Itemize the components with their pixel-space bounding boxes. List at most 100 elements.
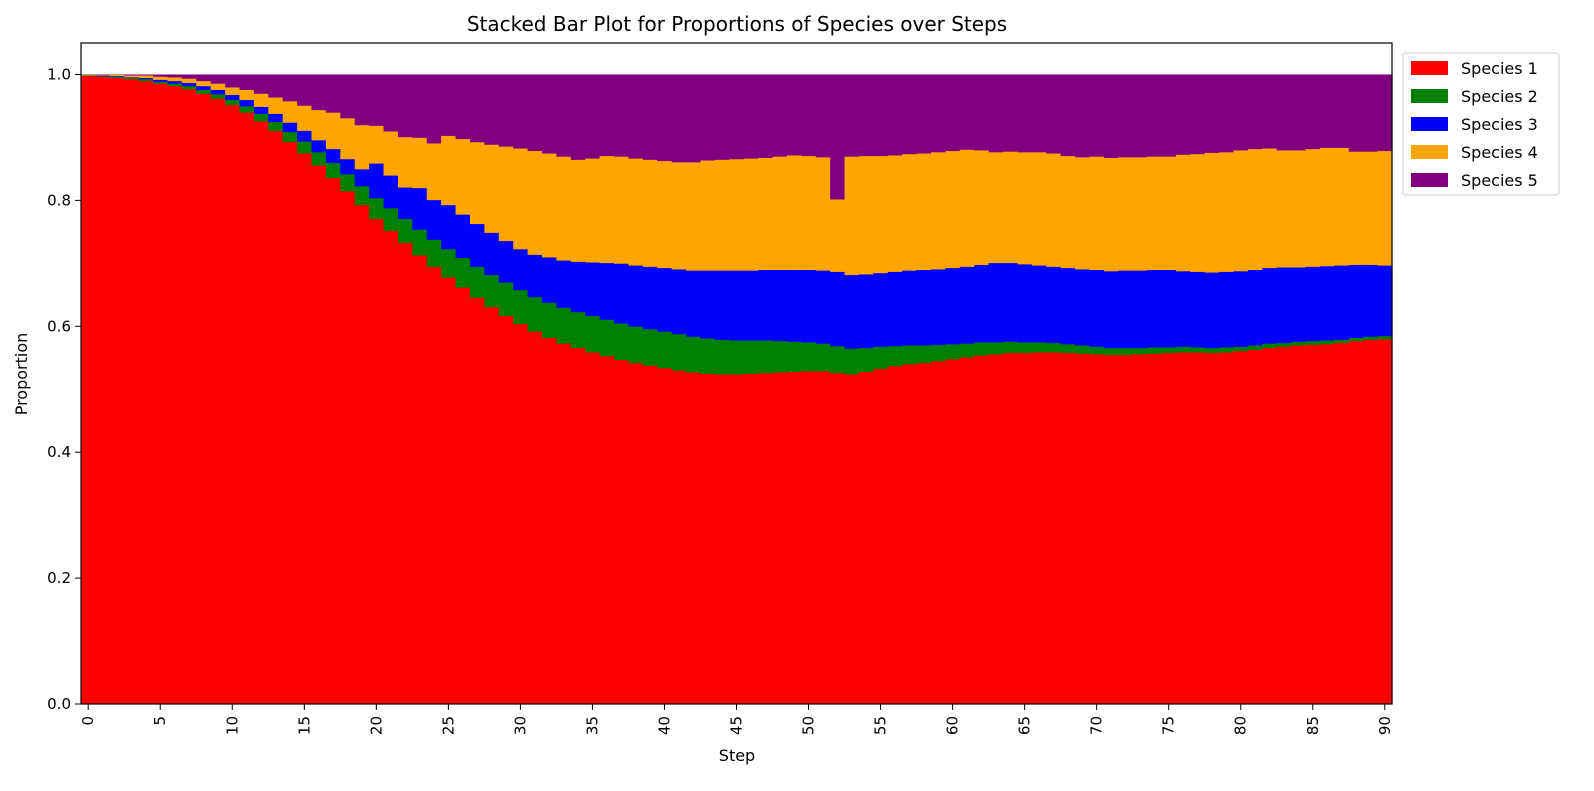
- bar-series-4-step-34: [570, 159, 586, 262]
- bar-series-3-step-51: [815, 270, 831, 344]
- bar-series-5-step-56: [887, 74, 903, 156]
- bar-series-2-step-45: [729, 340, 745, 375]
- bar-series-2-step-81: [1247, 345, 1263, 350]
- x-tick-label: 5: [151, 716, 169, 726]
- bar-series-1-step-76: [1175, 352, 1191, 705]
- bar-series-5-step-80: [1233, 74, 1249, 151]
- bar-series-1-step-65: [1017, 352, 1033, 705]
- bar-series-4-step-51: [815, 156, 831, 271]
- bar-series-2-step-53: [844, 348, 860, 375]
- bar-series-1-step-83: [1276, 346, 1292, 705]
- bar-series-1-step-27: [469, 297, 485, 705]
- bars-group: [81, 74, 1393, 705]
- bar-series-5-step-37: [614, 74, 630, 157]
- bar-series-2-step-20: [369, 197, 385, 220]
- bar-series-1-step-85: [1305, 344, 1321, 705]
- bar-series-2-step-62: [974, 342, 990, 356]
- bar-series-2-step-82: [1262, 343, 1278, 349]
- bar-series-2-step-47: [758, 340, 774, 374]
- bar-series-5-step-72: [1118, 74, 1134, 158]
- bar-series-4-step-10: [225, 87, 241, 96]
- bar-series-2-step-56: [887, 345, 903, 367]
- bar-series-4-step-30: [513, 148, 529, 250]
- bar-series-3-step-69: [1075, 269, 1091, 346]
- bar-series-4-step-39: [642, 159, 658, 267]
- bar-series-4-step-7: [181, 78, 197, 84]
- bar-series-5-step-61: [959, 74, 975, 150]
- bar-series-4-step-48: [772, 156, 788, 271]
- bar-series-5-step-9: [210, 74, 226, 84]
- bar-series-3-step-29: [498, 240, 514, 283]
- bar-series-2-step-8: [196, 89, 212, 94]
- bar-series-3-step-89: [1363, 264, 1379, 337]
- bar-series-1-step-34: [570, 347, 586, 705]
- bar-series-2-step-31: [527, 296, 543, 332]
- bar-series-5-step-66: [1031, 74, 1047, 153]
- bar-series-5-step-83: [1276, 74, 1292, 151]
- bar-series-1-step-49: [786, 371, 802, 705]
- bar-series-5-step-6: [167, 74, 183, 78]
- bar-series-1-step-66: [1031, 352, 1047, 705]
- bar-series-3-step-53: [844, 274, 860, 349]
- bar-series-5-step-5: [153, 74, 169, 77]
- legend-label-species-1: Species 1: [1461, 59, 1538, 78]
- bar-series-1-step-64: [1003, 352, 1019, 705]
- y-axis-label: Proportion: [12, 333, 31, 416]
- chart-title: Stacked Bar Plot for Proportions of Spec…: [467, 12, 1007, 36]
- bar-series-3-step-74: [1147, 269, 1163, 348]
- bar-series-2-step-67: [1046, 342, 1062, 353]
- bar-series-3-step-82: [1262, 267, 1278, 344]
- bar-series-2-step-66: [1031, 342, 1047, 353]
- bar-series-2-step-7: [181, 85, 197, 90]
- bar-series-2-step-43: [700, 338, 716, 374]
- bar-series-5-step-36: [599, 74, 615, 157]
- bar-series-2-step-26: [455, 257, 471, 288]
- bar-series-5-step-19: [354, 74, 370, 126]
- bar-series-3-step-50: [801, 269, 817, 343]
- bar-series-1-step-36: [599, 355, 615, 705]
- bar-series-2-step-80: [1233, 346, 1249, 352]
- bar-series-3-step-38: [628, 265, 644, 327]
- bar-series-4-step-46: [743, 158, 759, 271]
- bar-series-1-step-31: [527, 331, 543, 705]
- bar-series-5-step-53: [844, 74, 860, 157]
- bar-series-1-step-79: [1219, 352, 1235, 705]
- bar-series-3-step-58: [916, 269, 932, 346]
- bar-series-2-step-79: [1219, 347, 1235, 353]
- bar-series-5-step-86: [1319, 74, 1335, 148]
- bar-series-4-step-11: [239, 89, 255, 101]
- bar-series-3-step-80: [1233, 270, 1249, 347]
- bar-series-5-step-35: [585, 74, 601, 159]
- bar-series-5-step-27: [469, 74, 485, 143]
- bar-series-1-step-19: [354, 204, 370, 705]
- bar-series-4-step-68: [1060, 155, 1076, 269]
- bar-series-1-step-58: [916, 362, 932, 705]
- bar-series-3-step-6: [167, 80, 183, 84]
- bar-series-1-step-40: [657, 367, 673, 705]
- bar-series-2-step-64: [1003, 341, 1019, 354]
- bar-series-3-step-2: [109, 75, 125, 77]
- bar-series-3-step-61: [959, 266, 975, 344]
- bar-series-4-step-73: [1132, 156, 1148, 271]
- bar-series-4-step-13: [268, 97, 284, 114]
- bar-series-1-step-59: [930, 360, 946, 705]
- bar-series-1-step-69: [1075, 353, 1091, 705]
- bar-series-4-step-21: [383, 131, 399, 176]
- bar-series-5-step-14: [282, 74, 298, 102]
- bar-series-1-step-22: [397, 242, 413, 705]
- bar-series-3-step-12: [253, 106, 269, 114]
- bar-series-3-step-15: [297, 130, 313, 142]
- bar-series-1-step-28: [484, 306, 500, 705]
- bar-series-2-step-9: [210, 93, 226, 99]
- bar-series-2-step-61: [959, 343, 975, 358]
- bar-series-5-step-11: [239, 74, 255, 90]
- bar-series-3-step-27: [469, 223, 485, 267]
- bar-series-1-step-70: [1089, 353, 1105, 705]
- bar-series-5-step-51: [815, 74, 831, 158]
- bar-series-3-step-52: [830, 271, 846, 347]
- bar-series-4-step-57: [902, 153, 918, 271]
- bar-series-4-step-58: [916, 153, 932, 271]
- bar-series-3-step-4: [138, 77, 154, 80]
- legend-label-species-2: Species 2: [1461, 87, 1538, 106]
- legend-swatch-species-3: [1411, 117, 1448, 131]
